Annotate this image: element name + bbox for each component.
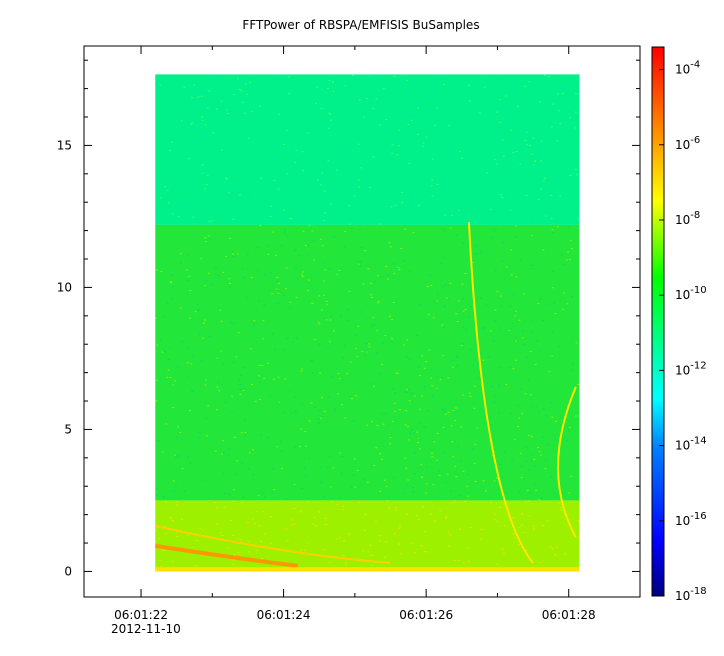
y-axis: 0 5 10 15: [57, 59, 640, 578]
colorbar-tick-label: 10-14: [675, 436, 707, 453]
chart-title: FFTPower of RBSPA/EMFISIS BuSamples: [242, 18, 479, 32]
heatmap-region-1: [155, 224, 580, 501]
x-tick-label: 06:01:22: [114, 608, 168, 622]
y-tick-label: 10: [57, 280, 72, 294]
colorbar: 10-18 10-16 10-14 10-12 10-10 10-8 10-6 10-4: [651, 46, 707, 603]
colorbar-tick-label: 10-12: [675, 360, 707, 377]
heatmap-features: [154, 222, 580, 572]
colorbar-tick-label: 10-8: [675, 210, 700, 227]
y-tick-label: 15: [57, 138, 72, 152]
colorbar-tick-label: 10-18: [675, 586, 707, 603]
x-tick-label: 06:01:28: [542, 608, 596, 622]
colorbar-tick-label: 10-4: [675, 60, 700, 77]
colorbar-tick-label: 10-6: [675, 135, 700, 152]
x-axis: 06:01:22 06:01:24 06:01:26 06:01:28: [114, 46, 641, 622]
heatmap-layer: [154, 74, 580, 572]
colorbar-tick-label: 10-16: [675, 511, 707, 528]
x-tick-label: 06:01:26: [399, 608, 453, 622]
x-axis-date-label: 2012-11-10: [111, 622, 181, 636]
plot-area: 06:01:22 06:01:24 06:01:26 06:01:28 0 5 10 15: [57, 45, 641, 622]
y-tick-label: 0: [64, 564, 72, 578]
colorbar-gradient: [651, 46, 665, 597]
heatmap-noise: [155, 74, 579, 571]
y-tick-label: 5: [64, 422, 72, 436]
colorbar-tick-label: 10-10: [675, 285, 707, 302]
x-tick-label: 06:01:24: [257, 608, 311, 622]
heatmap-region-0: [155, 74, 580, 225]
